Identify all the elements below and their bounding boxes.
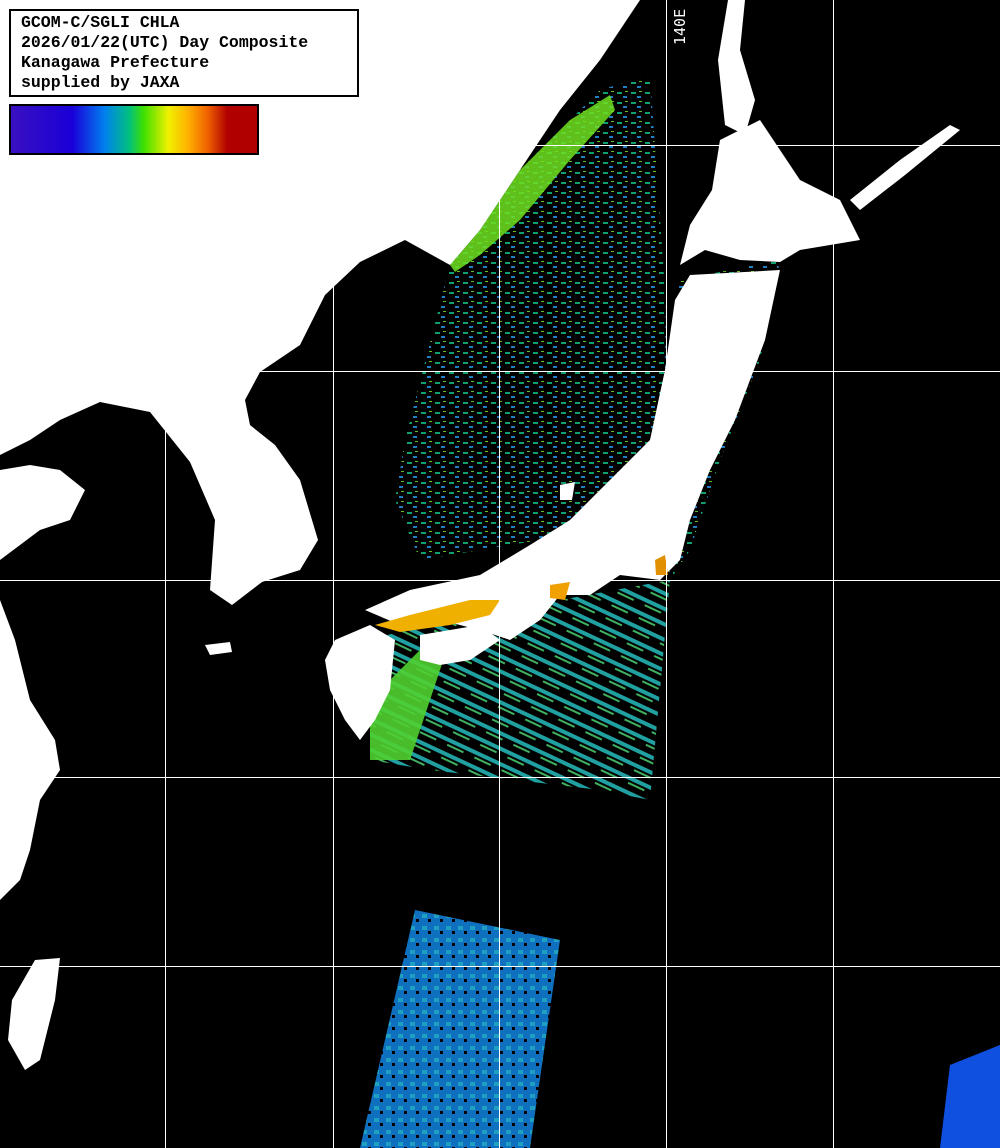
seto-inland-sea-chla	[375, 600, 500, 632]
taiwan	[8, 958, 60, 1070]
shikoku	[420, 625, 500, 665]
shandong-peninsula	[0, 465, 85, 560]
lat-label-40n: 40N	[13, 350, 41, 368]
south-swath	[360, 910, 560, 1148]
ise-bay-chla	[550, 582, 570, 600]
hokkaido	[680, 120, 860, 265]
title-box: GCOM-C/SGLI CHLA 2026/01/22(UTC) Day Com…	[9, 9, 359, 97]
jeju-island	[205, 642, 232, 655]
title-product: GCOM-C/SGLI CHLA	[21, 13, 180, 32]
sado-island	[560, 482, 575, 500]
lon-label-140e: 140E	[671, 8, 689, 45]
kuril-islands	[850, 125, 960, 210]
sea-of-japan-coastal-green	[450, 95, 615, 272]
title-region: Kanagawa Prefecture	[21, 53, 210, 72]
ulleung-island	[400, 128, 425, 165]
sea-of-japan-swath	[395, 75, 668, 560]
kyushu	[325, 625, 395, 740]
southeast-swath	[940, 1045, 1000, 1148]
title-date: 2026/01/22(UTC) Day Composite	[21, 33, 309, 52]
title-credit: supplied by JAXA	[21, 73, 180, 92]
china-coast	[0, 600, 60, 900]
color-scale-bar	[9, 104, 259, 155]
honshu	[365, 270, 780, 640]
tokyo-bay-chla	[655, 555, 668, 575]
kyushu-coastal-green	[370, 640, 450, 760]
lat-label-30n: 30N	[15, 758, 43, 776]
sakhalin	[718, 0, 755, 135]
